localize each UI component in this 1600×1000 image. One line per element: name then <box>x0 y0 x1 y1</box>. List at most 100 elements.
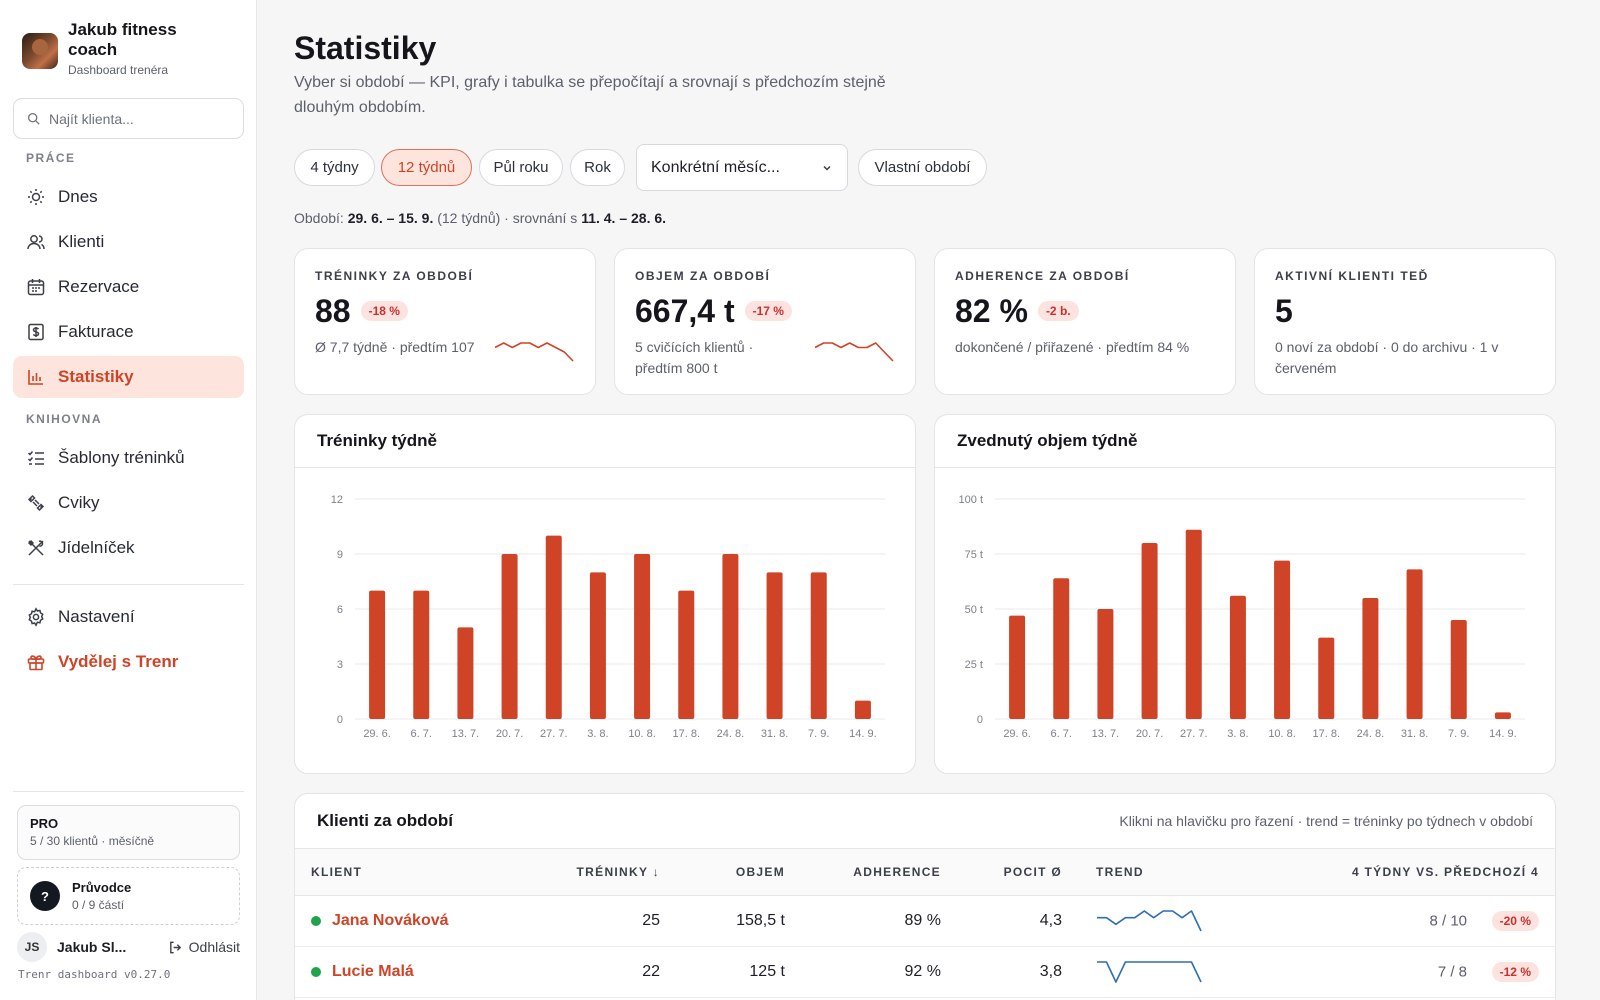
cell-adherence: 89 % <box>904 912 941 929</box>
x-tick-label: 24. 8. <box>1357 728 1385 740</box>
sidebar-item-label: Vydělej s Trenr <box>58 652 179 671</box>
search-placeholder: Najít klienta... <box>49 110 134 127</box>
y-tick-label: 3 <box>337 659 343 671</box>
bar[interactable] <box>545 535 562 719</box>
custom-period-button[interactable]: Vlastní období <box>858 149 987 186</box>
bar[interactable] <box>722 554 739 719</box>
period-summary: Období: 29. 6. – 15. 9. (12 týdnů) · sro… <box>294 210 666 226</box>
bar[interactable] <box>1362 598 1379 719</box>
bar[interactable] <box>634 554 651 719</box>
sidebar-item-today[interactable]: Dnes <box>13 176 244 218</box>
brand[interactable]: Jakub fitness coach Dashboard trenéra <box>22 20 218 77</box>
column-header-trend[interactable]: TREND <box>1096 865 1144 879</box>
bar[interactable] <box>1053 578 1070 719</box>
column-header-volume[interactable]: OBJEM <box>735 865 785 879</box>
coach-avatar <box>22 33 58 69</box>
bar[interactable] <box>1450 620 1467 719</box>
sidebar-item-label: Jídelníček <box>58 538 135 557</box>
bar[interactable] <box>1494 712 1511 719</box>
sidebar-item-statistics[interactable]: Statistiky <box>13 356 244 398</box>
plan-detail: 5 / 30 klientů · měsíčně <box>30 834 155 848</box>
dumbbell-icon <box>27 494 45 512</box>
x-tick-label: 3. 8. <box>1227 728 1248 740</box>
bar[interactable] <box>1229 595 1246 719</box>
x-tick-label: 20. 7. <box>1136 728 1164 740</box>
search-icon <box>27 112 40 125</box>
avatar[interactable]: JS <box>17 932 47 962</box>
filter-pill-year[interactable]: Rok <box>570 149 625 186</box>
client-name-link[interactable]: Jana Nováková <box>332 912 449 929</box>
bar[interactable] <box>1406 569 1423 719</box>
table-header-row: KLIENT TRÉNINKY ↓ OBJEM ADHERENCE POCIT … <box>295 849 1555 896</box>
client-search-input[interactable]: Najít klienta... <box>13 98 244 139</box>
filter-pill-4-weeks[interactable]: 4 týdny <box>294 149 375 186</box>
logout-button[interactable]: Odhlásit <box>168 939 240 955</box>
onboarding-guide-card[interactable]: ? Průvodce 0 / 9 částí <box>17 867 240 925</box>
sidebar-item-workout-templates[interactable]: Šablony tréninků <box>13 437 244 479</box>
sun-icon <box>28 189 44 205</box>
bar[interactable] <box>854 700 871 719</box>
client-name-link[interactable]: Lucie Malá <box>332 963 414 980</box>
page-title: Statistiky <box>294 30 437 66</box>
bar[interactable] <box>501 554 518 719</box>
column-header-adherence[interactable]: ADHERENCE <box>853 865 941 879</box>
x-tick-label: 31. 8. <box>1401 728 1429 740</box>
delta-badge: -20 % <box>1491 911 1539 931</box>
x-tick-label: 3. 8. <box>587 728 608 740</box>
sidebar-item-billing[interactable]: Fakturace <box>13 311 244 353</box>
cell-comparison: 8 / 10 <box>1429 912 1467 930</box>
sidebar-item-label: Klienti <box>58 232 105 251</box>
bar[interactable] <box>766 572 783 719</box>
sidebar-item-label: Fakturace <box>58 322 134 341</box>
kpi-card-trainings: TRÉNINKY ZA OBDOBÍ 88 -18 % Ø 7,7 týdně … <box>294 248 596 395</box>
guide-progress: 0 / 9 částí <box>72 898 125 912</box>
bar[interactable] <box>369 590 386 719</box>
bar[interactable] <box>1009 615 1026 719</box>
gear-icon <box>28 607 44 627</box>
plan-card[interactable]: PRO 5 / 30 klientů · měsíčně <box>17 805 240 860</box>
guide-title: Průvodce <box>72 880 132 895</box>
chart-card-weekly-trainings: Tréninky týdně 0 3 6 9 12 29. 6. 6. 7. 13. 7. 20… <box>294 414 916 774</box>
invoice-icon <box>28 323 44 341</box>
bar[interactable] <box>810 572 827 719</box>
checklist-icon <box>27 451 44 465</box>
sidebar-item-clients[interactable]: Klienti <box>13 221 244 263</box>
month-select-value: Konkrétní měsíc... <box>651 158 780 176</box>
bar[interactable] <box>1185 529 1202 719</box>
kpi-value: 5 <box>1275 293 1293 329</box>
bar[interactable] <box>413 590 430 719</box>
x-tick-label: 29. 6. <box>1003 728 1031 740</box>
filter-pill-half-year[interactable]: Půl roku <box>479 149 563 186</box>
bar[interactable] <box>1141 543 1158 719</box>
sidebar-item-exercises[interactable]: Cviky <box>13 482 244 524</box>
bar[interactable] <box>1318 637 1335 719</box>
kpi-card-adherence: ADHERENCE ZA OBDOBÍ 82 % -2 b. dokončené… <box>934 248 1236 395</box>
table-row[interactable]: Jana Nováková 25 158,5 t 89 % 4,3 8 / 10… <box>295 896 1555 947</box>
sidebar-item-referral[interactable]: Vydělej s Trenr <box>13 641 244 683</box>
table-hint: Klikni na hlavičku pro řazení · trend = … <box>1119 813 1533 829</box>
column-header-comparison[interactable]: 4 TÝDNY VS. PŘEDCHOZÍ 4 <box>1351 865 1539 879</box>
filter-pill-12-weeks[interactable]: 12 týdnů <box>381 149 472 186</box>
status-dot <box>311 967 321 977</box>
x-tick-label: 14. 9. <box>849 728 877 740</box>
table-title: Klienti za období <box>317 811 453 830</box>
sidebar-item-reservations[interactable]: Rezervace <box>13 266 244 308</box>
cell-feel: 4,3 <box>1039 912 1062 929</box>
bar[interactable] <box>457 627 474 719</box>
sidebar-item-meal-plan[interactable]: Jídelníček <box>13 527 244 569</box>
column-header-client[interactable]: KLIENT <box>311 865 363 879</box>
table-row[interactable]: Lucie Malá 22 125 t 92 % 3,8 7 / 8 -12 % <box>295 947 1555 998</box>
cell-volume: 125 t <box>749 963 785 980</box>
bar[interactable] <box>1097 609 1114 719</box>
bar[interactable] <box>678 590 695 719</box>
column-header-trainings[interactable]: TRÉNINKY ↓ <box>576 865 660 879</box>
x-tick-label: 14. 9. <box>1489 728 1517 740</box>
bar[interactable] <box>589 572 606 719</box>
sidebar-item-settings[interactable]: Nastavení <box>13 596 244 638</box>
column-header-feel[interactable]: POCIT Ø <box>1003 865 1062 879</box>
cell-feel: 3,8 <box>1039 963 1062 980</box>
bar[interactable] <box>1274 560 1291 719</box>
sidebar-item-label: Dnes <box>58 187 98 206</box>
month-select[interactable]: Konkrétní měsíc... <box>636 144 848 191</box>
x-tick-label: 24. 8. <box>717 728 745 740</box>
